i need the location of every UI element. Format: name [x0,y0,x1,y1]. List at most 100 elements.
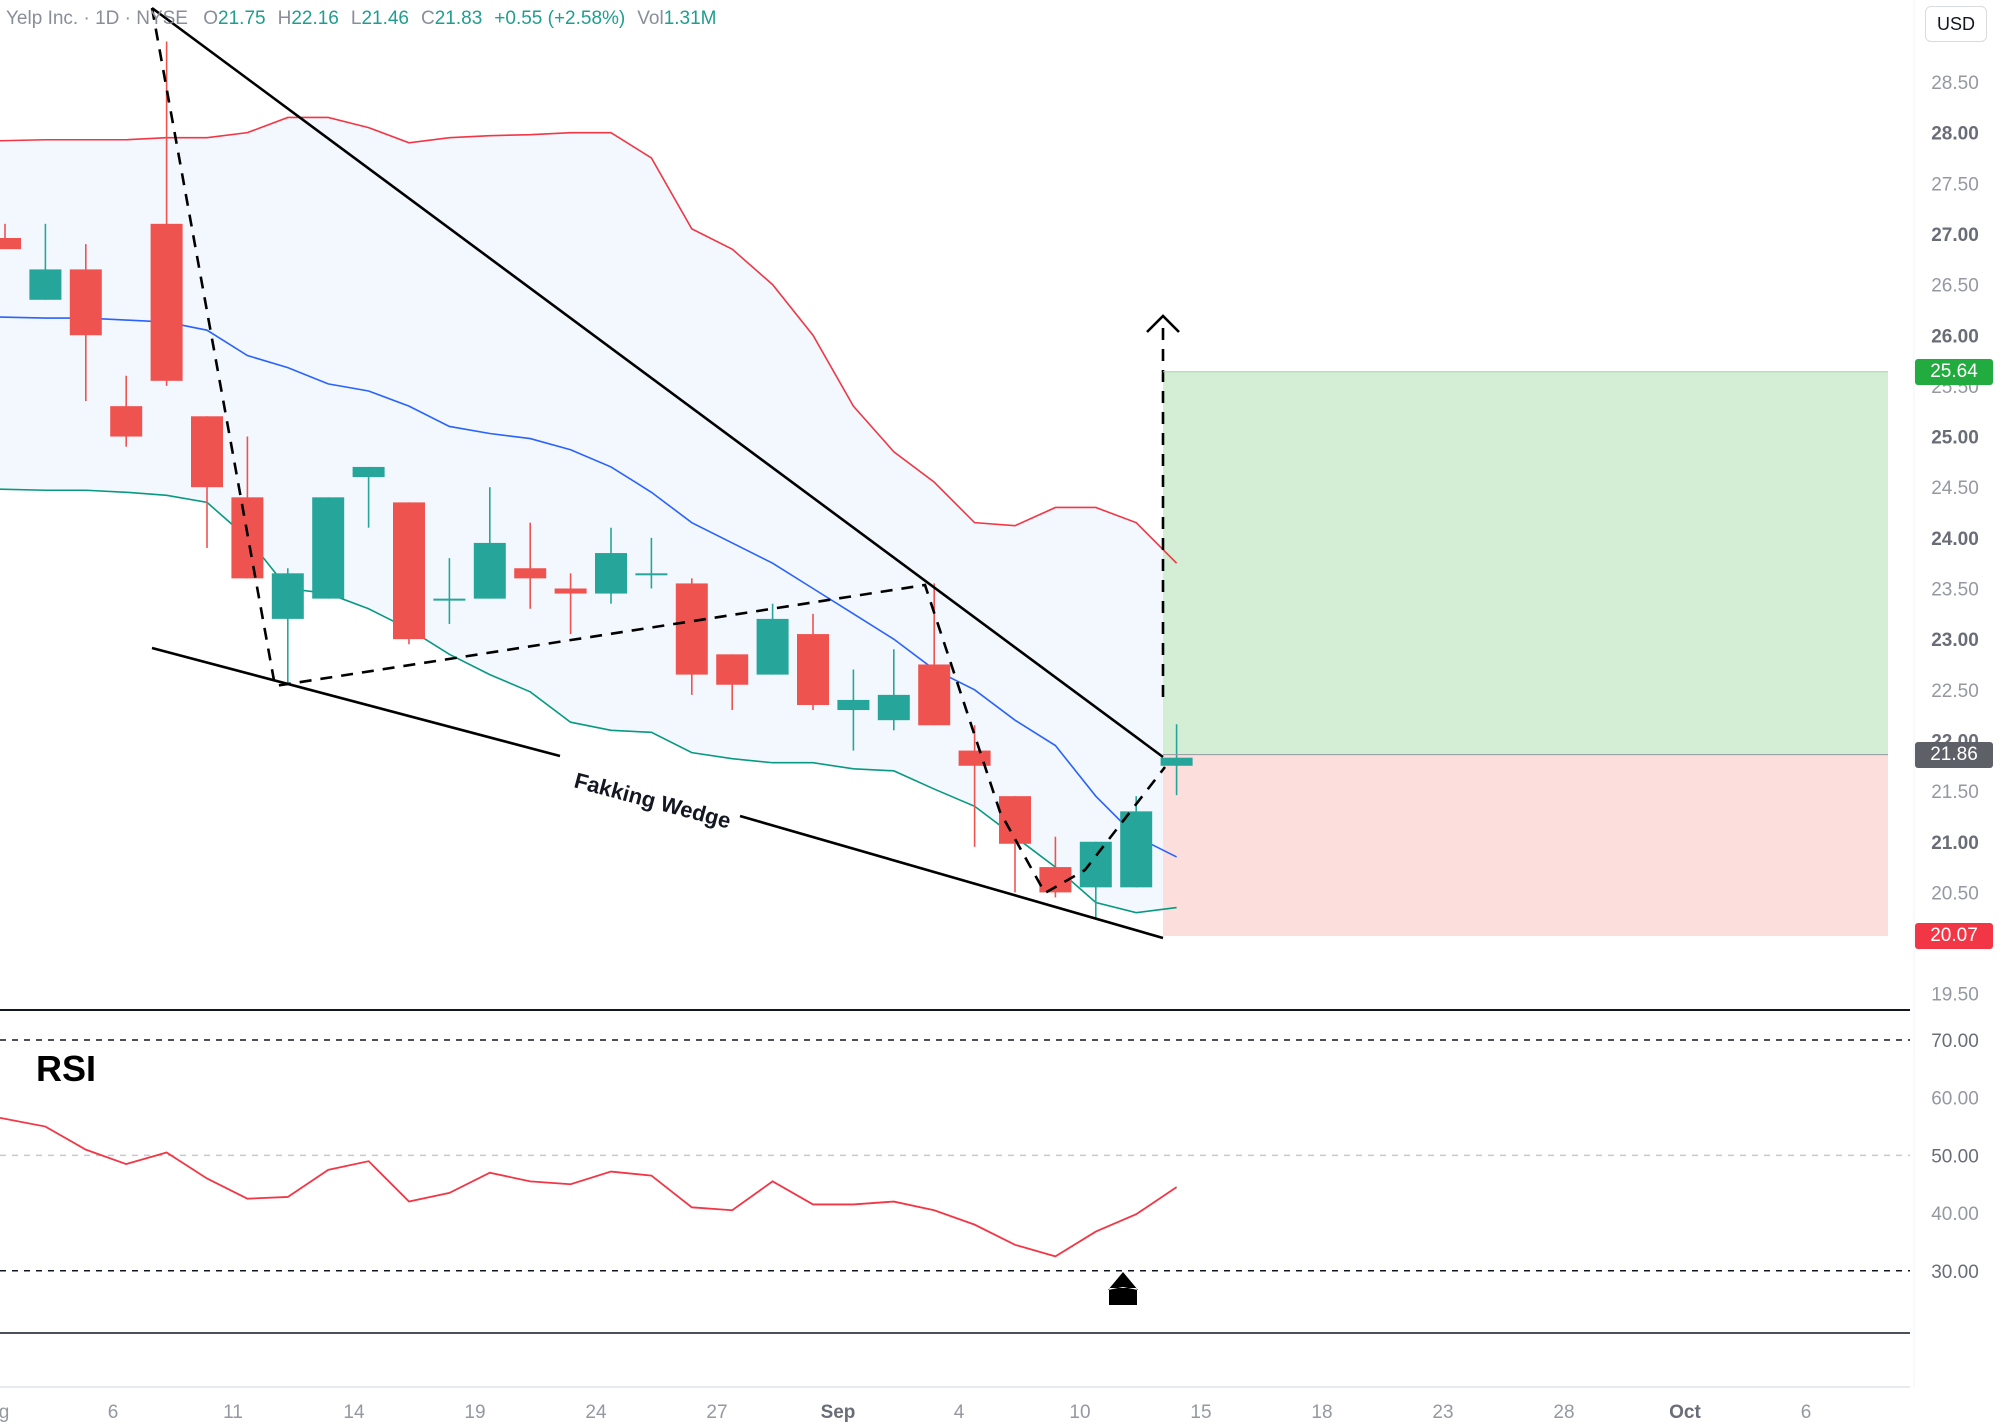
price-tick-label: 24.00 [1931,529,1979,550]
candle-body [29,269,62,300]
candle-body [1120,811,1153,888]
open-value: 21.75 [218,8,266,29]
price-tick-label: 28.00 [1931,124,1979,145]
candle-body [433,598,466,601]
candle-body [1079,841,1112,888]
candle-body [69,269,102,336]
time-tick-label: 4 [954,1402,965,1423]
time-tick-label: 24 [585,1402,607,1423]
bollinger-lower-line [0,488,1177,914]
price-tick-label: 26.00 [1931,326,1979,347]
time-tick-label: Oct [1669,1402,1701,1423]
candle-body [877,694,910,721]
price-tick-label: 23.50 [1931,580,1979,601]
candle-body [918,664,951,726]
candle-body [271,573,304,619]
volume-value: 1.31M [663,8,717,29]
price-tick-label: 19.50 [1931,985,1979,1006]
stop-price-badge: 20.07 [1915,922,1993,949]
currency-button[interactable]: USD [1925,6,1987,42]
time-tick-label: 15 [1190,1402,1211,1423]
candle-body [958,750,991,766]
time-tick-label: 14 [343,1402,365,1423]
price-tick-label: 28.50 [1931,73,1979,94]
price-tick-label: 21.50 [1931,782,1979,803]
candle-body [191,416,223,488]
price-tick-label: 27.50 [1931,174,1979,195]
candle-body [150,223,183,381]
rsi-tick-label: 70.00 [1931,1031,1979,1052]
candle-body [352,466,385,478]
candle-body [231,497,264,579]
price-tick-label: 23.00 [1931,630,1979,651]
price-tick-label: 26.50 [1931,276,1979,297]
time-tick-label: 6 [1801,1402,1812,1423]
candle-body [110,406,143,437]
upper-wedge-line [151,6,1164,759]
lower-wedge-line-right [739,814,1164,940]
time-axis: g 6 11 14 19 24 27 Sep 4 10 15 18 23 28 Oct 6 [0,1402,1811,1423]
rsi-up-arrow-icon [1108,1272,1138,1305]
low-value: 21.46 [361,8,409,29]
price-tick-label: 20.50 [1931,883,1979,904]
rsi-line [0,1117,1178,1258]
time-tick-label: 27 [706,1402,727,1423]
change-value: +0.55 (+2.58%) [494,8,626,29]
drawings-group [150,6,1180,940]
loss-zone [1163,754,1888,936]
candle-body [635,573,668,576]
price-tick-label: 25.00 [1931,428,1979,449]
candle-body [312,497,345,599]
price-tick-label: 21.00 [1931,833,1979,854]
candle-body [514,568,547,579]
candle-body [1160,757,1193,766]
zigzag-path [150,7,1167,895]
profit-zone [1163,371,1888,755]
candle-body [716,654,749,685]
rsi-tick-label: 40.00 [1931,1204,1979,1225]
time-tick-label: 18 [1311,1402,1332,1423]
price-tick-label: 27.00 [1931,225,1979,246]
rsi-pane [0,1039,1910,1305]
open-label: O [203,8,219,29]
time-tick-label: 10 [1069,1402,1090,1423]
candle-body [595,553,627,594]
close-value: 21.83 [434,8,483,29]
candle-body [473,542,506,599]
bollinger-upper-line [0,116,1178,564]
time-tick-label: 11 [223,1402,243,1423]
low-label: L [350,8,362,29]
candle-body [0,238,21,250]
rsi-axis: 70.00 60.00 50.00 40.00 30.00 [1931,1031,1979,1283]
time-tick-label: 19 [464,1402,485,1423]
candle-body [756,618,789,675]
candle-body [797,634,829,705]
symbol-name: Yelp Inc. · 1D · NYSE [6,8,188,29]
high-label: H [277,8,292,29]
bollinger-middle-line [0,316,1177,858]
volume-label: Vol [637,8,664,29]
rsi-tick-label: 30.00 [1931,1262,1979,1283]
time-tick-label: Sep [821,1402,856,1423]
high-value: 22.16 [291,8,339,29]
price-tick-label: 22.50 [1931,681,1979,702]
price-axis: 28.5028.0027.5027.0026.5026.0025.5025.00… [1931,73,1979,1006]
target-price-badge: 25.64 [1915,358,1993,385]
candle-body [393,502,425,640]
candle-body [675,583,708,675]
rsi-tick-label: 50.00 [1931,1146,1979,1167]
price-tick-label: 24.50 [1931,478,1979,499]
time-tick-label: g [0,1402,9,1423]
candle-body [554,588,587,594]
time-tick-label: 6 [108,1402,119,1423]
symbol-header: Yelp Inc. · 1D · NYSE O21.75 H22.16 L21.46… [6,8,729,30]
candle-body [999,796,1031,844]
time-tick-label: 23 [1432,1402,1453,1423]
time-tick-label: 28 [1553,1402,1574,1423]
rsi-tick-label: 60.00 [1931,1089,1979,1110]
projection-arrow-head [1146,314,1180,333]
rsi-title: RSI [36,1048,97,1089]
lower-wedge-line-left [151,646,561,758]
candle-body [837,699,870,711]
